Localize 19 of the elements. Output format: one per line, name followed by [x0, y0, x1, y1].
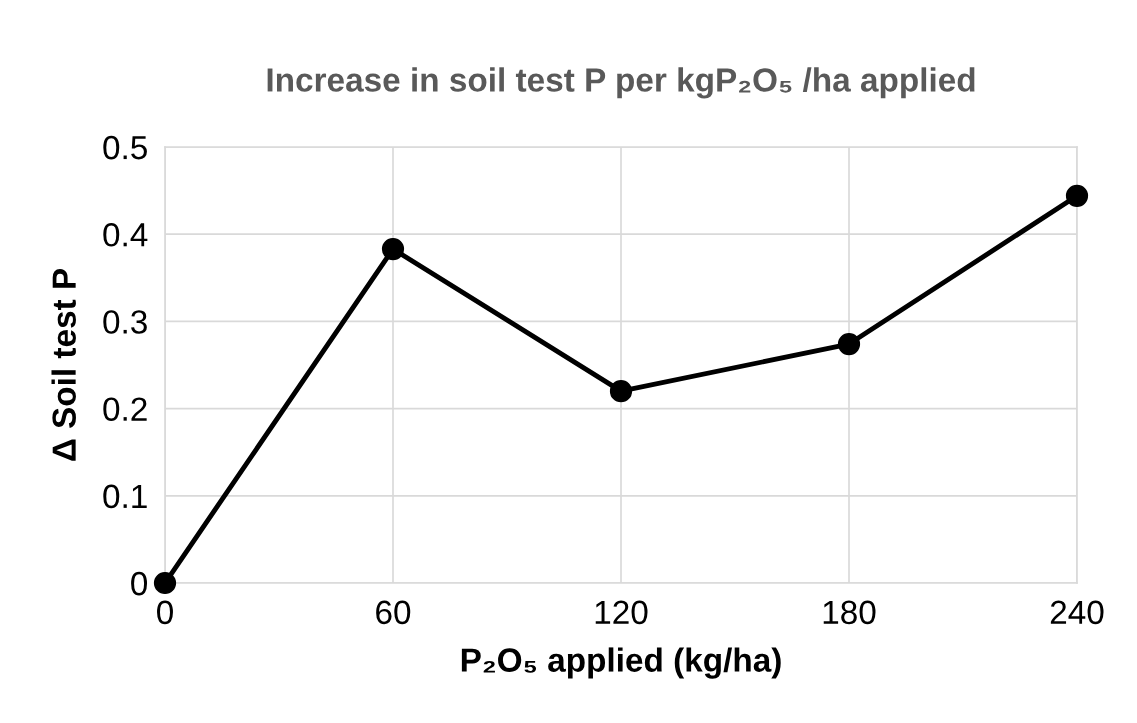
y-tick-label: 0.3	[103, 310, 147, 334]
point	[1065, 184, 1089, 207]
x-tick-label: 240	[1050, 600, 1104, 625]
y-tick-label: 0.4	[103, 223, 148, 247]
chart-title: Increase in soil test P per kgP₂O₅ /ha applied	[267, 67, 975, 99]
x-tick-label: 180	[823, 600, 876, 625]
point	[381, 237, 405, 261]
y-tick-label: 0.2	[103, 397, 147, 422]
point	[153, 571, 177, 595]
x-tick-label: 60	[376, 600, 411, 625]
y-tick-label: 0.1	[103, 484, 147, 509]
y-axis-title: Δ Soil test P	[51, 268, 76, 461]
point	[837, 332, 861, 356]
y-tick-label: 0.5	[103, 135, 147, 160]
x-axis-title: P₂O₅ applied (kg/ha)	[461, 647, 781, 679]
point	[609, 380, 633, 403]
x-tick-label: 120	[595, 600, 648, 625]
x-tick-label: 0	[157, 600, 173, 625]
y-tick-label: 0	[131, 571, 148, 596]
